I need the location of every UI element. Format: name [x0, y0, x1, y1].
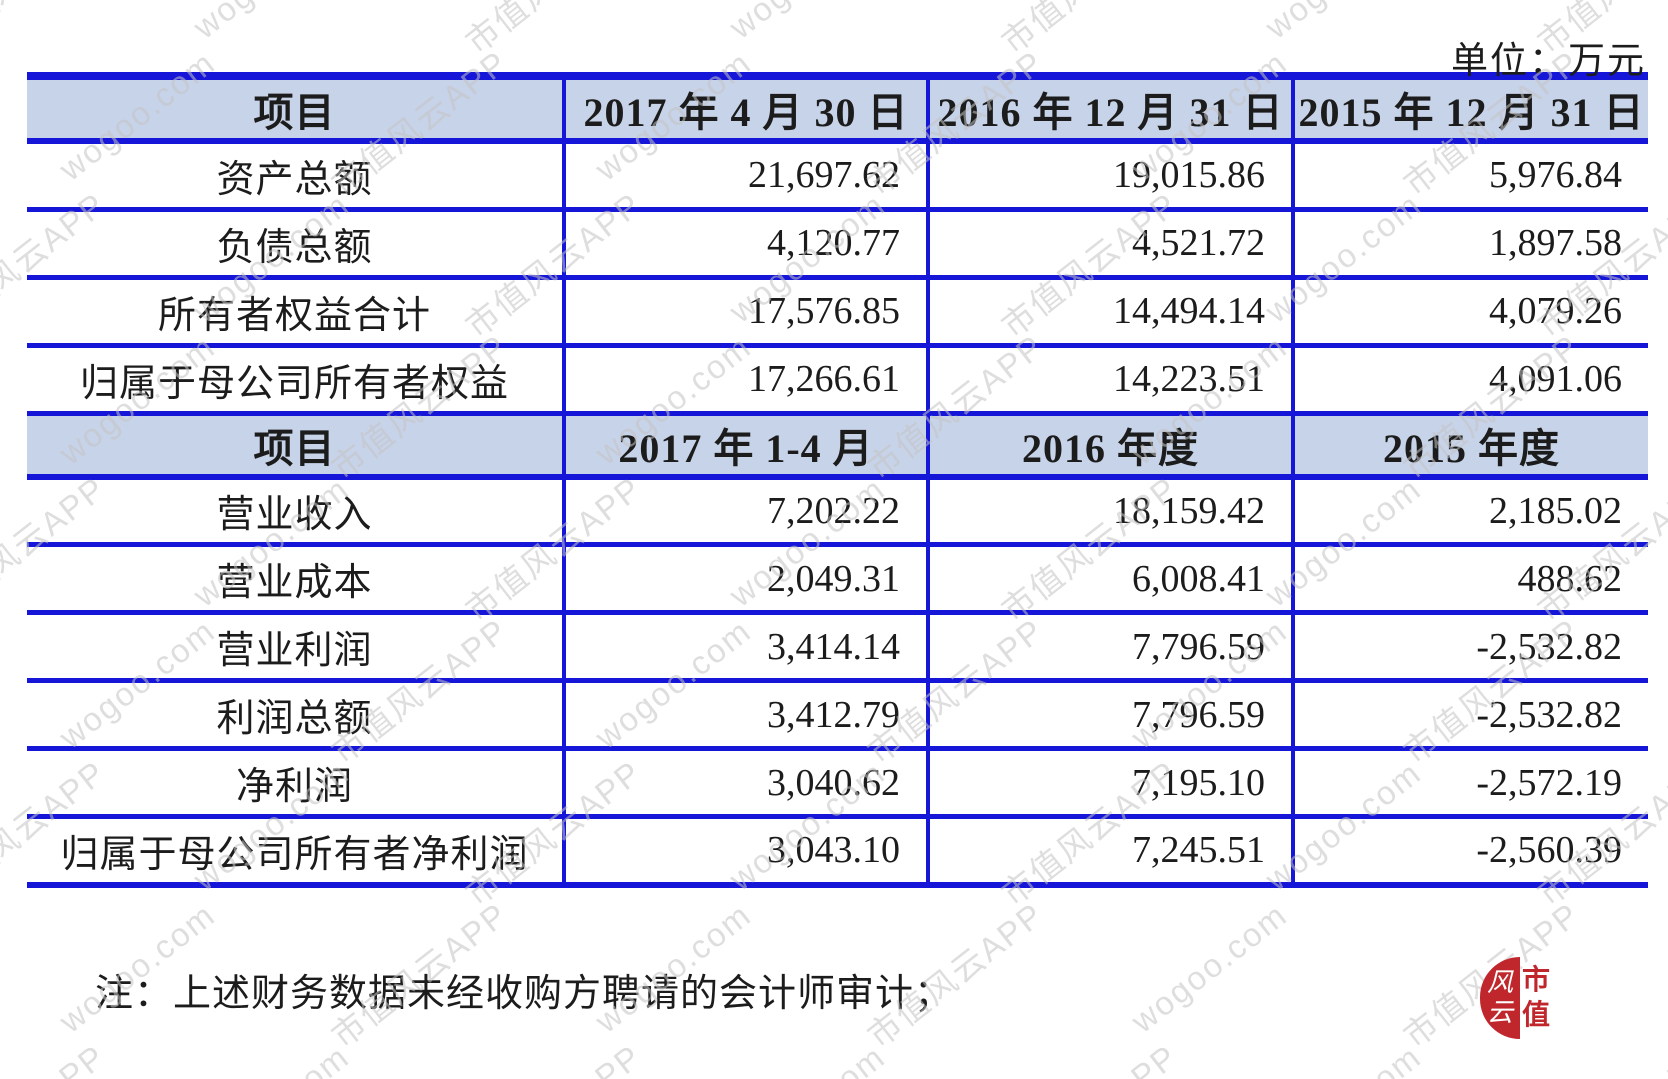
logo-side-text: 市 值: [1522, 963, 1550, 1033]
watermark-text: wogoo.com: [186, 0, 357, 46]
watermark-text: wogoo.com: [186, 1038, 357, 1079]
table-row-total-equity: 所有者权益合计 17,576.85 14,494.14 4,079.26: [27, 277, 1648, 345]
row-label: 负债总额: [216, 226, 373, 269]
cell-value: -2,572.19: [1291, 748, 1648, 817]
cell-value: 7,202.22: [562, 476, 928, 545]
cell-value: 4,079.26: [1291, 277, 1648, 345]
cell-value: 17,576.85: [562, 277, 928, 345]
cell-value: 7,245.51: [926, 816, 1293, 885]
row-label: 营业收入: [216, 494, 373, 537]
cell-value: 21,697.62: [562, 141, 928, 209]
row-label: 利润总额: [216, 698, 373, 740]
cell-value: 7,796.59: [926, 680, 1293, 749]
row-label: 归属于母公司所有者权益: [79, 362, 509, 405]
table-header-row-balance: 项目 2017 年 4 月 30 日 2016 年 12 月 31 日 2015…: [27, 76, 1648, 141]
cell-value: 5,976.84: [1291, 141, 1648, 209]
watermark-text: 市值风云APP: [0, 1031, 114, 1079]
cell-value: -2,532.82: [1291, 612, 1648, 681]
header-cell-item-2: 项目: [27, 413, 564, 477]
footnote: 注：上述财务数据未经收购方聘请的会计师审计；: [95, 973, 954, 1015]
logo-seal-icon: 风 云: [1479, 957, 1520, 1039]
header-cell-date-2: 2016 年 12 月 31 日: [926, 76, 1293, 141]
watermark-text: wogoo.com: [1660, 43, 1668, 188]
cell-value: 14,494.14: [926, 277, 1293, 345]
watermark-text: wogoo.com: [722, 1038, 893, 1079]
cell-value: 4,521.72: [926, 209, 1293, 277]
watermark-text: 市值风云APP: [454, 0, 651, 63]
cell-value: 7,796.59: [926, 612, 1293, 681]
cell-value: 6,008.41: [926, 544, 1293, 613]
cell-value: 2,049.31: [562, 544, 928, 613]
cell-value: -2,560.39: [1291, 816, 1648, 885]
watermark-text: 市值风云APP: [454, 1031, 651, 1079]
wogoo-logo: 风 云 市 值: [1479, 957, 1550, 1039]
unit-label: 单位：万元: [1451, 41, 1646, 82]
cell-value: -2,532.82: [1291, 680, 1648, 749]
table-header-row-income: 项目 2017 年 1-4 月 2016 年度 2015 年度: [27, 413, 1648, 477]
watermark-text: wogoo.com: [1660, 895, 1668, 1040]
cell-value: 4,091.06: [1291, 345, 1648, 413]
financial-table: 项目 2017 年 4 月 30 日 2016 年 12 月 31 日 2015…: [27, 72, 1648, 888]
table-row-parent-equity: 归属于母公司所有者权益 17,266.61 14,223.51 4,091.06: [27, 345, 1648, 413]
logo-seal-char-2: 云: [1486, 998, 1513, 1027]
table-row-total-assets: 资产总额 21,697.62 19,015.86 5,976.84: [27, 141, 1648, 209]
table-row-total-liabilities: 负债总额 4,120.77 4,521.72 1,897.58: [27, 209, 1648, 277]
table-row-parent-net-profit: 归属于母公司所有者净利润 3,043.10 7,245.51 -2,560.39: [27, 816, 1648, 885]
cell-value: 488.62: [1291, 544, 1648, 613]
table-row-total-profit: 利润总额 3,412.79 7,796.59 -2,532.82: [27, 680, 1648, 749]
header-cell-period-1: 2017 年 1-4 月: [562, 413, 928, 477]
cell-value: 1,897.58: [1291, 209, 1648, 277]
watermark-text: wogoo.com: [1124, 895, 1295, 1040]
cell-value: 3,414.14: [562, 612, 928, 681]
logo-seal-char-1: 风: [1486, 968, 1513, 998]
watermark-text: wogoo.com: [1660, 327, 1668, 472]
watermark-text: wogoo.com: [1258, 0, 1429, 46]
cell-value: 3,412.79: [562, 680, 928, 749]
row-label: 营业利润: [216, 630, 373, 672]
row-label: 归属于母公司所有者净利润: [60, 833, 529, 876]
row-label: 资产总额: [216, 158, 373, 201]
cell-value: 3,040.62: [562, 748, 928, 817]
watermark-text: wogoo.com: [1258, 1038, 1429, 1079]
cell-value: 4,120.77: [562, 209, 928, 277]
watermark-text: wogoo.com: [722, 0, 893, 46]
logo-side-char-2: 值: [1521, 1000, 1550, 1031]
header-cell-period-2: 2016 年度: [926, 413, 1293, 477]
row-label: 所有者权益合计: [157, 294, 431, 337]
table-row-operating-cost: 营业成本 2,049.31 6,008.41 488.62: [27, 544, 1648, 613]
table-row-revenue: 营业收入 7,202.22 18,159.42 2,185.02: [27, 476, 1648, 545]
header-cell-period-3: 2015 年度: [1291, 413, 1648, 477]
header-cell-item: 项目: [27, 76, 564, 141]
cell-value: 3,043.10: [562, 816, 928, 885]
row-label: 净利润: [235, 766, 353, 808]
table-row-net-profit: 净利润 3,040.62 7,195.10 -2,572.19: [27, 748, 1648, 817]
cell-value: 2,185.02: [1291, 476, 1648, 545]
watermark-text: 市值风云APP: [990, 1031, 1187, 1079]
header-cell-date-1: 2017 年 4 月 30 日: [562, 76, 928, 141]
header-cell-date-3: 2015 年 12 月 31 日: [1291, 76, 1648, 141]
cell-value: 14,223.51: [926, 345, 1293, 413]
cell-value: 17,266.61: [562, 345, 928, 413]
logo-side-char-1: 市: [1521, 965, 1550, 996]
row-label: 营业成本: [216, 562, 373, 604]
cell-value: 18,159.42: [926, 476, 1293, 545]
watermark-text: 市值风云APP: [990, 0, 1187, 63]
watermark-text: 市值风云APP: [0, 0, 114, 63]
watermark-text: wogoo.com: [1660, 611, 1668, 756]
cell-value: 7,195.10: [926, 748, 1293, 817]
table-row-operating-profit: 营业利润 3,414.14 7,796.59 -2,532.82: [27, 612, 1648, 681]
cell-value: 19,015.86: [926, 141, 1293, 209]
